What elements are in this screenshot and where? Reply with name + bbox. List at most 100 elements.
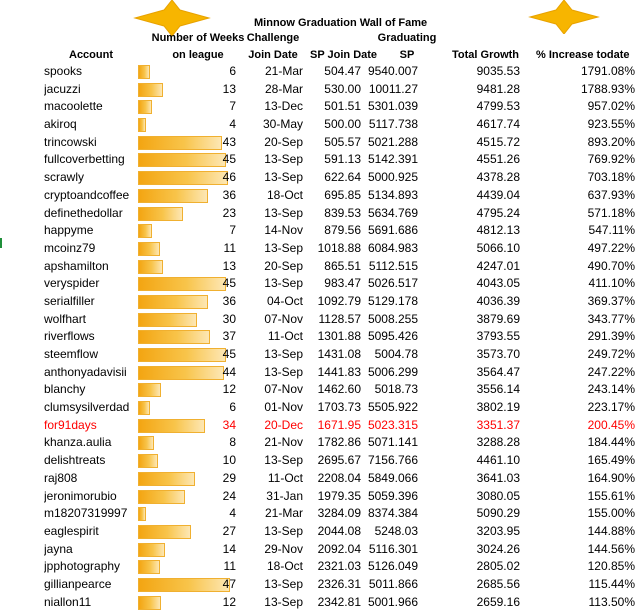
table-row: khanza.aulia 8 21-Nov 1782.86 5071.141 3288.2… — [0, 434, 640, 452]
account-cell: wolfhart — [44, 311, 87, 326]
weeks-bar — [138, 277, 227, 292]
header-graduating-sp: Graduating SP — [377, 32, 437, 61]
join-date-cell: 11-Oct — [267, 329, 303, 344]
total-growth-cell: 3564.47 — [476, 364, 520, 379]
graduating-sp-cell: 5301.039 — [367, 99, 418, 114]
data-table: spooks 6 21-Mar 504.47 9540.007 9035.53 1791.0… — [0, 63, 640, 611]
graduating-sp-cell: 5142.391 — [367, 152, 418, 167]
join-date-cell: 18-Oct — [266, 559, 303, 574]
graduating-sp-cell: 5000.925 — [367, 170, 418, 185]
weeks-cell: 36 — [222, 293, 236, 308]
graduating-sp-cell: 5011.866 — [368, 576, 418, 591]
table-row: jpphotography 11 18-Oct 2321.03 5126.049 2805… — [0, 558, 640, 576]
weeks-bar — [138, 294, 209, 309]
sp-join-cell: 3284.09 — [317, 506, 361, 521]
graduating-sp-cell: 5117.738 — [368, 117, 418, 132]
account-cell: happyme — [44, 223, 94, 238]
sp-join-cell: 983.47 — [324, 276, 361, 291]
account-cell: jayna — [44, 541, 73, 556]
graduating-sp-cell: 5634.769 — [367, 205, 418, 220]
sp-join-cell: 1703.73 — [317, 400, 361, 415]
account-cell: cryptoandcoffee — [44, 187, 130, 202]
weeks-bar — [138, 135, 223, 150]
header-account: Account — [69, 49, 113, 61]
weeks-bar — [138, 471, 195, 486]
weeks-cell: 45 — [222, 152, 236, 167]
sp-join-cell: 500.00 — [324, 117, 361, 132]
star-right-icon — [528, 0, 600, 34]
table-row: gillianpearce 47 13-Sep 2326.31 5011.866 2685… — [0, 576, 640, 594]
graduating-sp-cell: 5004.78 — [374, 347, 418, 361]
table-row: delishtreats 10 13-Sep 2695.67 7156.766 4461.… — [0, 452, 640, 470]
weeks-cell: 7 — [229, 223, 236, 238]
sp-join-cell: 505.57 — [324, 134, 361, 149]
account-cell: serialfiller — [44, 293, 95, 308]
weeks-cell: 43 — [222, 134, 236, 149]
graduating-sp-cell: 9540.007 — [367, 64, 418, 78]
join-date-cell: 14-Nov — [264, 223, 303, 238]
join-date-cell: 13-Dec — [264, 99, 303, 114]
weeks-bar — [138, 171, 229, 186]
graduating-sp-cell: 5026.517 — [367, 276, 418, 291]
weeks-cell: 36 — [222, 187, 236, 202]
account-cell: khanza.aulia — [44, 435, 112, 450]
total-growth-cell: 4795.24 — [476, 205, 520, 220]
pct-increase-cell: 547.11% — [588, 223, 635, 238]
weeks-cell: 10 — [222, 453, 236, 468]
weeks-cell: 45 — [222, 347, 236, 361]
account-cell: gillianpearce — [44, 576, 112, 591]
pct-increase-cell: 637.93% — [587, 187, 635, 202]
sp-join-cell: 2342.81 — [317, 594, 361, 609]
pct-increase-cell: 490.70% — [587, 258, 635, 273]
table-row: cryptoandcoffee 36 18-Oct 695.85 5134.893 443… — [0, 187, 640, 205]
weeks-cell: 8 — [229, 435, 236, 450]
join-date-cell: 04-Oct — [266, 293, 303, 308]
table-row: m18207319997 4 21-Mar 3284.09 8374.384 5090.2… — [0, 505, 640, 523]
graduating-sp-cell: 5018.73 — [374, 382, 418, 397]
total-growth-cell: 3080.05 — [476, 488, 520, 503]
table-row: riverflows 37 11-Oct 1301.88 5095.426 3793.55… — [0, 328, 640, 346]
table-row: mcoinz79 11 13-Sep 1018.88 6084.983 5066.10 49… — [0, 240, 640, 258]
join-date-cell: 20-Sep — [264, 258, 303, 273]
sp-join-cell: 2326.31 — [317, 576, 361, 591]
graduating-sp-cell: 5059.396 — [367, 488, 418, 503]
join-date-cell: 21-Nov — [264, 435, 303, 450]
weeks-bar — [138, 348, 227, 362]
weeks-cell: 13 — [222, 81, 236, 96]
join-date-cell: 13-Sep — [264, 576, 303, 591]
pct-increase-cell: 703.18% — [587, 170, 635, 185]
table-row: jacuzzi 13 28-Mar 530.00 10011.27 9481.28 1788… — [0, 81, 640, 99]
table-row: trincowski 43 20-Sep 505.57 5021.288 4515.72 8… — [0, 134, 640, 152]
pct-increase-cell: 411.10% — [588, 276, 635, 291]
weeks-bar — [138, 188, 209, 203]
sp-join-cell: 1431.08 — [317, 347, 361, 361]
join-date-cell: 31-Jan — [266, 488, 303, 503]
account-cell: delishtreats — [44, 453, 106, 468]
account-cell: jacuzzi — [44, 81, 81, 96]
pct-increase-cell: 115.44% — [588, 576, 635, 591]
pct-increase-cell: 249.72% — [587, 347, 635, 361]
total-growth-cell: 3879.69 — [476, 311, 520, 326]
weeks-cell: 4 — [229, 117, 236, 132]
total-growth-cell: 4461.10 — [476, 453, 520, 468]
join-date-cell: 13-Sep — [264, 170, 303, 185]
weeks-cell: 6 — [229, 64, 236, 78]
total-growth-cell: 3024.26 — [476, 541, 520, 556]
graduating-sp-cell: 5021.288 — [367, 134, 418, 149]
table-row: macoolette 7 13-Dec 501.51 5301.039 4799.53 95… — [0, 98, 640, 116]
weeks-cell: 23 — [222, 205, 236, 220]
account-cell: niallon11 — [44, 594, 92, 609]
total-growth-cell: 2685.56 — [476, 576, 520, 591]
weeks-cell: 29 — [222, 470, 236, 485]
weeks-cell: 7 — [229, 99, 236, 114]
pct-increase-cell: 243.14% — [587, 382, 635, 397]
pct-increase-cell: 223.17% — [587, 400, 635, 415]
account-cell: blanchy — [44, 382, 86, 397]
sp-join-cell: 2695.67 — [317, 453, 361, 468]
account-cell: trincowski — [44, 134, 97, 149]
table-row: scrawly 46 13-Sep 622.64 5000.925 4378.28 703.… — [0, 169, 640, 187]
table-row: for91days 34 20-Dec 1671.95 5023.315 3351.37 2… — [0, 417, 640, 435]
account-cell: spooks — [44, 64, 83, 78]
total-growth-cell: 3203.95 — [476, 523, 520, 538]
graduating-sp-cell: 7156.766 — [367, 453, 418, 468]
